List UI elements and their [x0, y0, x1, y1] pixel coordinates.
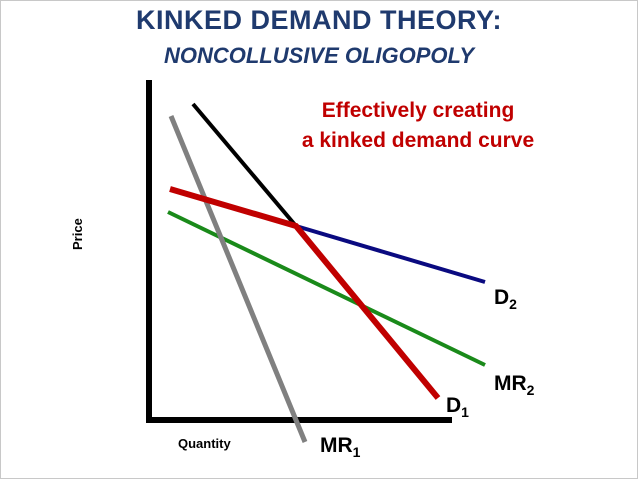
mr2-label-subscript: 2: [526, 382, 535, 398]
d1-label-letter: D: [446, 394, 462, 417]
d1-label: D1: [446, 394, 469, 420]
annotation-line-2: a kinked demand curve: [301, 129, 535, 152]
slide-title: KINKED DEMAND THEORY:: [136, 5, 502, 35]
d2-label-letter: D: [494, 286, 510, 309]
d1-label-subscript: 1: [461, 404, 469, 420]
d2-label-subscript: 2: [509, 296, 517, 312]
mr1-label-letter: MR: [320, 434, 353, 457]
d2-label: D2: [494, 286, 517, 312]
mr1-label: MR1: [320, 434, 361, 460]
x-axis-label: Quantity: [178, 436, 231, 451]
mr1-label-subscript: 1: [352, 444, 361, 460]
d1-curve: [191, 102, 298, 228]
annotation-line-1: Effectively creating: [321, 99, 515, 122]
mr2-label: MR2: [494, 372, 535, 398]
mr2-label-letter: MR: [494, 372, 527, 395]
mr1-curve: [168, 115, 308, 443]
kinked-curve-annotation: Effectively creating a kinked demand cur…: [268, 96, 568, 156]
d2-curve: [295, 224, 486, 284]
slide-subtitle: NONCOLLUSIVE OLIGOPOLY: [163, 43, 475, 68]
kinked-demand-curve: [169, 186, 441, 400]
y-axis-label: Price: [70, 218, 85, 250]
